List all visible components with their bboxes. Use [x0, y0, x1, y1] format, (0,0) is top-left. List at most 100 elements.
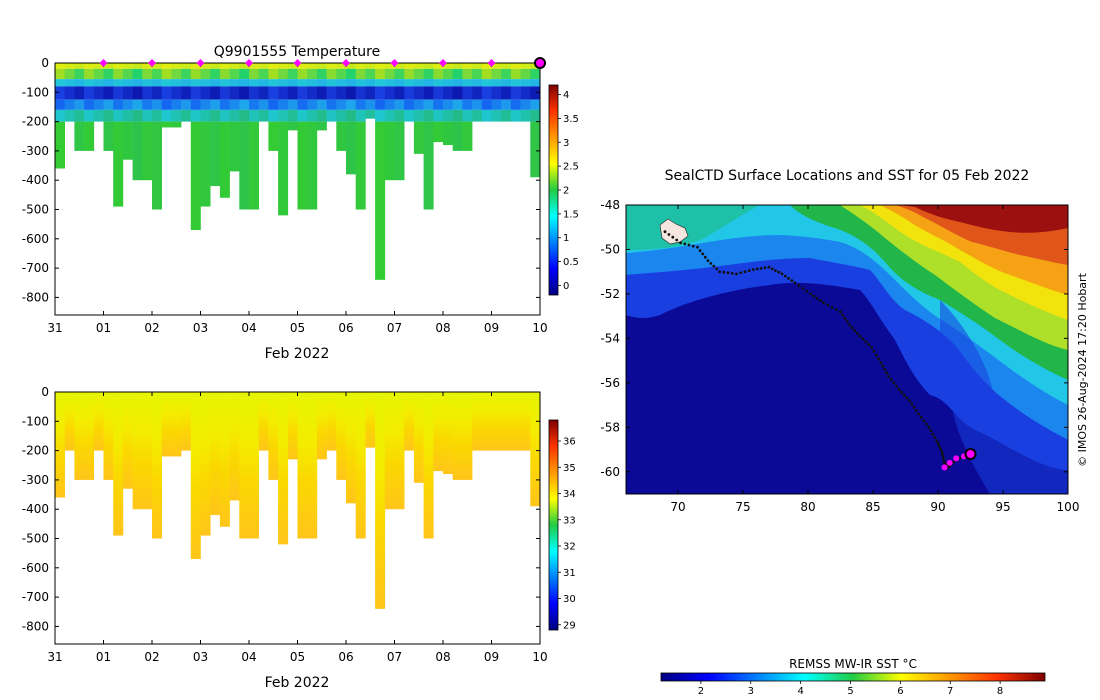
salinity-cell	[472, 392, 483, 451]
surface-marker	[390, 59, 399, 67]
temperature-cell	[239, 99, 250, 110]
temperature-cell	[132, 99, 143, 110]
temperature-cell	[472, 99, 483, 110]
temperature-cell	[287, 99, 298, 110]
temperature-cell	[239, 109, 250, 122]
sst-field	[626, 205, 1068, 494]
temperature-cell	[404, 79, 415, 87]
track-point	[900, 390, 903, 394]
temperature-cell	[443, 109, 453, 122]
track-point	[675, 238, 679, 242]
track-point	[712, 264, 716, 268]
temperature-cell	[93, 109, 104, 122]
temperature-cell	[530, 86, 541, 100]
temperature-cell	[132, 68, 143, 80]
salinity-cell	[384, 392, 395, 510]
temperature-cell	[229, 99, 240, 110]
salinity-cell	[287, 392, 298, 460]
temperature-cell	[404, 109, 415, 122]
temperature-cell	[452, 109, 463, 122]
lon-tick-label: 90	[930, 500, 945, 514]
temperature-cell	[93, 63, 104, 69]
temperature-cell	[394, 68, 405, 80]
salinity-cell	[452, 392, 463, 480]
temperature-cell	[355, 86, 366, 100]
temperature-cell	[297, 79, 308, 87]
temperature-cell	[268, 99, 279, 110]
temperature-cell	[268, 109, 279, 122]
track-point	[940, 450, 944, 454]
y-tick-label: -200	[22, 115, 49, 129]
temperature-cell	[462, 121, 473, 151]
temperature-cell	[307, 99, 318, 110]
temperature-cell	[84, 63, 95, 69]
temperature-cell	[423, 63, 434, 69]
temperature-cell	[219, 68, 230, 80]
temperature-cell	[268, 63, 279, 69]
temperature-cell	[375, 63, 386, 69]
track-point	[897, 388, 901, 391]
temperature-cell	[258, 79, 269, 87]
salinity-cell	[394, 392, 405, 510]
track-point	[858, 334, 862, 338]
lat-tick-label: -60	[600, 465, 620, 479]
temperature-cell	[132, 109, 143, 122]
track-point	[877, 357, 880, 361]
temperature-cell	[142, 79, 153, 87]
temperature-cell	[452, 63, 463, 69]
temperature-cell	[365, 79, 376, 87]
colorbar-tick-label: 0.5	[563, 257, 579, 268]
temperature-cell	[481, 79, 492, 87]
temperature-cell	[122, 109, 133, 122]
temperature-cell	[355, 63, 366, 69]
temperature-cell	[171, 68, 182, 80]
salinity-cell	[462, 392, 473, 480]
salinity-cell	[307, 392, 318, 539]
temperature-cell	[520, 63, 531, 69]
temperature-cell	[375, 121, 386, 280]
track-point	[752, 268, 755, 271]
colorbar-tick-label: 36	[563, 437, 576, 448]
temperature-cell	[423, 109, 434, 122]
temperature-cell	[113, 121, 124, 207]
temperature-cell	[239, 63, 250, 69]
temperature-cell	[404, 99, 415, 110]
temperature-cell	[336, 109, 347, 122]
temperature-cell	[394, 79, 405, 87]
y-tick-label: -400	[22, 502, 49, 516]
temperature-cell	[287, 68, 298, 80]
temperature-cell	[55, 99, 65, 110]
temperature-cell	[229, 109, 240, 122]
temperature-cell	[452, 79, 463, 87]
temperature-cell	[346, 109, 356, 122]
track-point	[743, 270, 747, 274]
temperature-cell	[210, 99, 221, 110]
track-point	[777, 270, 781, 274]
track-point	[763, 266, 767, 270]
track-point	[935, 439, 939, 442]
temperature-cell	[384, 86, 395, 100]
track-point	[783, 274, 787, 278]
track-point	[822, 301, 825, 305]
lon-tick-label: 100	[1057, 500, 1080, 514]
temperature-cell	[287, 79, 298, 87]
track-point	[845, 320, 849, 324]
salinity-panel: 0 -100 -200 -300 -400 -500 -600 -700 -800 31 01 02…	[22, 385, 576, 691]
track-point	[787, 277, 790, 280]
temperature-cell	[443, 68, 453, 80]
track-point	[879, 361, 883, 365]
track-point	[917, 412, 920, 416]
temperature-cell	[219, 99, 230, 110]
temperature-cell	[122, 86, 133, 100]
map-latitude-ticks: -48 -50 -52 -54 -56 -58 -60	[600, 198, 1068, 479]
salinity-cell	[93, 392, 104, 451]
salinity-cell	[404, 392, 415, 451]
track-point	[885, 371, 888, 375]
temperature-cell	[326, 109, 337, 122]
temperature-cell	[297, 63, 308, 69]
track-point	[819, 299, 822, 302]
temperature-cell	[249, 63, 259, 69]
temperature-cell	[501, 86, 512, 100]
lon-tick-label: 95	[995, 500, 1010, 514]
track-point	[929, 429, 933, 432]
